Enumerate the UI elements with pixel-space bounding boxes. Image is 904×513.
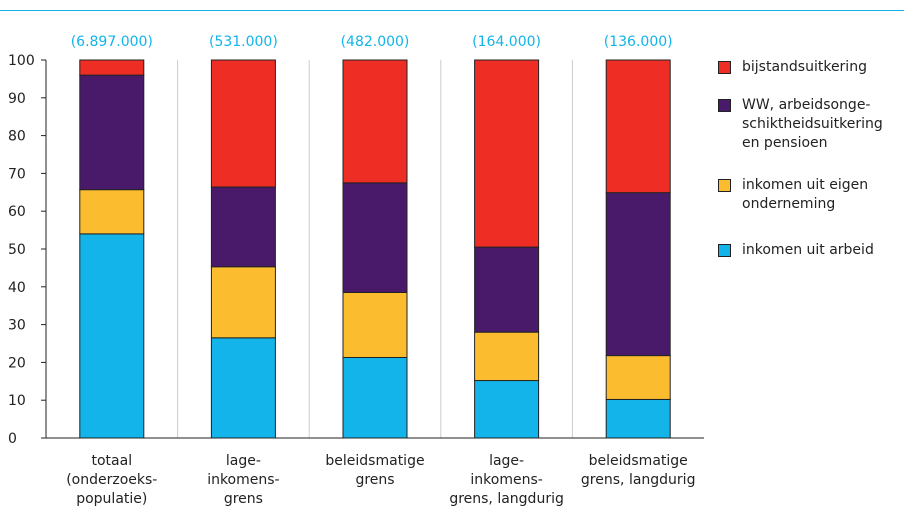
total-label: (531.000) [209,34,278,50]
y-tick-label: 40 [8,280,26,296]
x-axis: totaal (onderzoeks-populatie) lage-inkomen… [41,437,704,507]
y-tick-label: 70 [8,166,26,182]
legend-swatch [718,99,731,112]
bar-segment [79,74,145,191]
y-tick-label: 100 [8,53,35,69]
x-tick-label: totaal (onderzoeks-populatie) [66,453,157,507]
y-tick-label: 0 [8,431,17,447]
bar-segment [605,192,671,357]
legend-label: inkomen uit eigen onderneming [742,177,869,212]
x-tick-label: lage-inkomens-grens [207,453,279,507]
bar-segment [210,186,276,268]
legend-label: WW, arbeidsonge- schiktheidsuitkering en… [742,97,883,151]
bar-segment [605,398,671,439]
x-tick-label: beleidsmatige grens, langdurig [581,453,696,488]
legend-swatch [718,61,731,74]
total-label: (164.000) [472,34,541,50]
y-tick-label: 60 [8,204,26,220]
y-axis: 0 10 20 30 40 50 60 70 80 90 100 [8,53,573,447]
y-tick-label: 20 [8,355,26,371]
bars [79,59,671,439]
bar-segment [210,266,276,339]
bar-segment [79,59,145,76]
bar-segment [342,291,408,358]
bar-segment [474,246,540,333]
y-tick-label: 30 [8,318,26,334]
bar-segment [342,356,408,439]
total-label: (136.000) [604,34,673,50]
y-tick-label: 90 [8,91,26,107]
y-tick-label: 10 [8,393,26,409]
bar-segment [342,182,408,293]
bar-segment [474,331,540,382]
bar-segment [210,337,276,439]
bar-segment [79,189,145,235]
x-tick-label: lage-inkomens-grens, langdurig [449,453,564,507]
legend-swatch [718,179,731,192]
bar-segment [474,380,540,439]
total-labels: (6.897.000) (531.000) (482.000) (164.000) (1… [71,34,673,50]
bar-segment [605,59,671,194]
bar-segment [210,59,276,188]
bar-segment [79,233,145,439]
legend-label: inkomen uit arbeid [742,242,874,258]
y-tick-label: 80 [8,129,26,145]
x-tick-label: beleidsmatige grens [325,453,424,488]
y-tick-label: 50 [8,242,26,258]
legend-label: bijstandsuitkering [742,59,867,75]
total-label: (6.897.000) [71,34,153,50]
bar-segment [605,355,671,400]
bar-segment [474,59,540,248]
bar-segment [342,59,408,184]
legend-swatch [718,244,731,257]
total-label: (482.000) [341,34,410,50]
